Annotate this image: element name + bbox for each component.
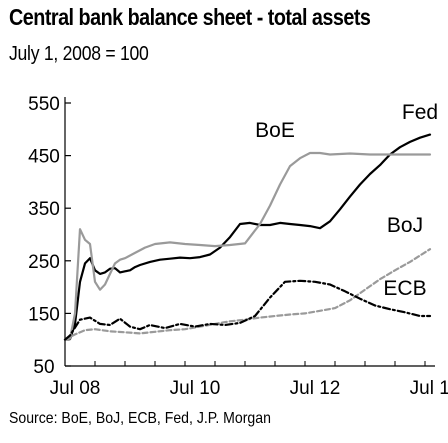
series-line-boj [63, 248, 432, 341]
series-line-fed [63, 133, 432, 341]
series-label-boj: BoJ [387, 214, 423, 237]
x-tick-label: Jul 10 [170, 378, 221, 399]
y-tick-label: 350 [28, 199, 60, 220]
label-layer: Fed BoE BoJ ECB [255, 101, 438, 300]
chart-subtitle: July 1, 2008 = 100 [9, 43, 149, 65]
series-label-boe: BoE [255, 119, 295, 142]
y-tick-label: 550 [28, 94, 60, 115]
series-label-ecb: ECB [383, 277, 426, 300]
series-layer [63, 133, 432, 341]
x-tick-label: Jul 12 [290, 378, 341, 399]
chart-source: Source: BoE, BoJ, ECB, Fed, J.P. Morgan [9, 410, 271, 427]
series-label-fed: Fed [402, 101, 438, 124]
x-tick-label: Jul 14 [410, 378, 448, 399]
series-line-ecb [63, 279, 432, 341]
y-tick-label: 250 [28, 252, 60, 273]
y-tick-label: 150 [28, 304, 60, 325]
y-tick-label: 450 [28, 147, 60, 168]
x-tick-label: Jul 08 [50, 378, 101, 399]
axes: 50 150 250 350 450 550 Jul 08 Jul 10 Jul 12 Jul 1… [28, 94, 448, 399]
series-line-boe [63, 151, 432, 341]
y-tick-label: 50 [33, 357, 54, 378]
chart-title: Central bank balance sheet - total asset… [9, 4, 371, 30]
